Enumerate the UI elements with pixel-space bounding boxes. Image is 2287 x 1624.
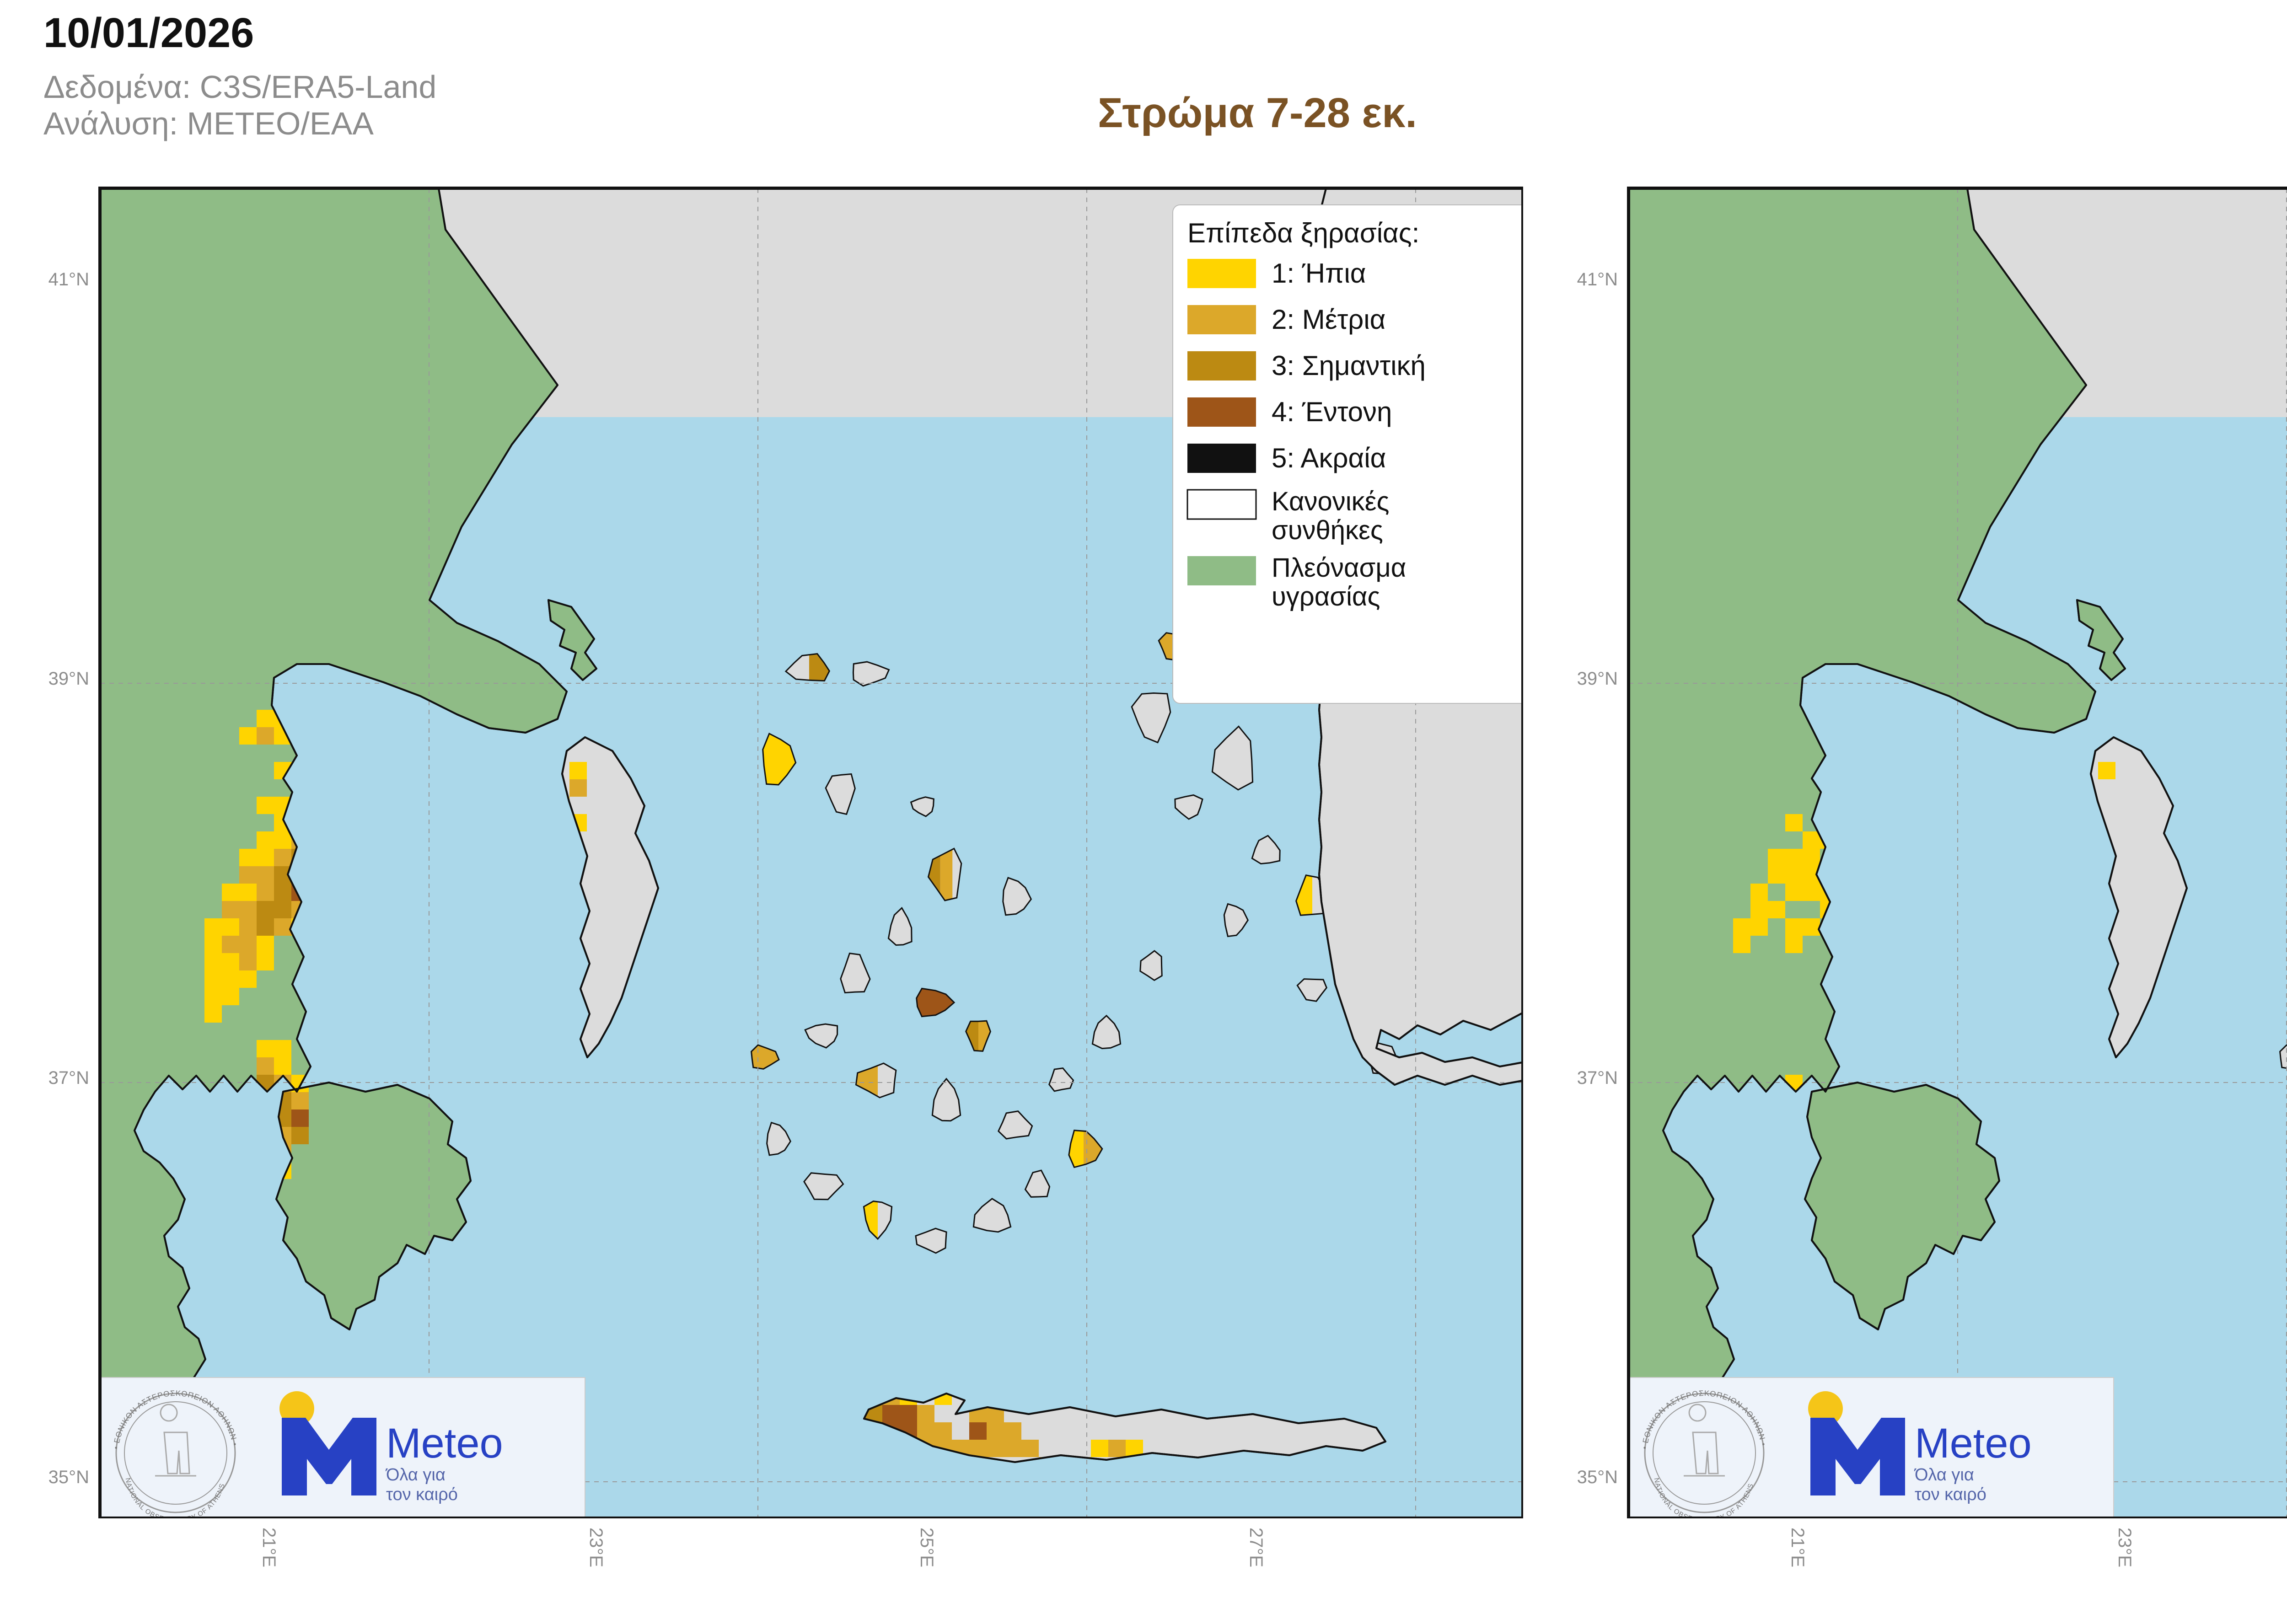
svg-text:3: Σημαντική: 3: Σημαντική <box>1272 350 1426 381</box>
svg-text:τον καιρό: τον καιρό <box>386 1485 458 1504</box>
svg-text:Πλεόνασμα: Πλεόνασμα <box>1272 553 1406 583</box>
svg-text:1: Ήπια: 1: Ήπια <box>1272 258 1366 289</box>
svg-text:Meteo: Meteo <box>1915 1420 2032 1467</box>
svg-text:τον καιρό: τον καιρό <box>1915 1485 1986 1504</box>
svg-text:υγρασίας: υγρασίας <box>1272 582 1380 611</box>
svg-text:Κανονικές: Κανονικές <box>1272 487 1389 516</box>
svg-text:5: Ακραία: 5: Ακραία <box>1272 443 1386 473</box>
svg-text:4: Έντονη: 4: Έντονη <box>1272 397 1392 427</box>
svg-text:Meteo: Meteo <box>386 1420 503 1467</box>
svg-text:Όλα για: Όλα για <box>385 1465 446 1485</box>
svg-text:2: Μέτρια: 2: Μέτρια <box>1272 304 1385 335</box>
svg-text:Επίπεδα ξηρασίας:: Επίπεδα ξηρασίας: <box>1187 218 1419 248</box>
svg-text:Όλα για: Όλα για <box>1914 1465 1974 1485</box>
svg-text:συνθήκες: συνθήκες <box>1272 515 1383 545</box>
